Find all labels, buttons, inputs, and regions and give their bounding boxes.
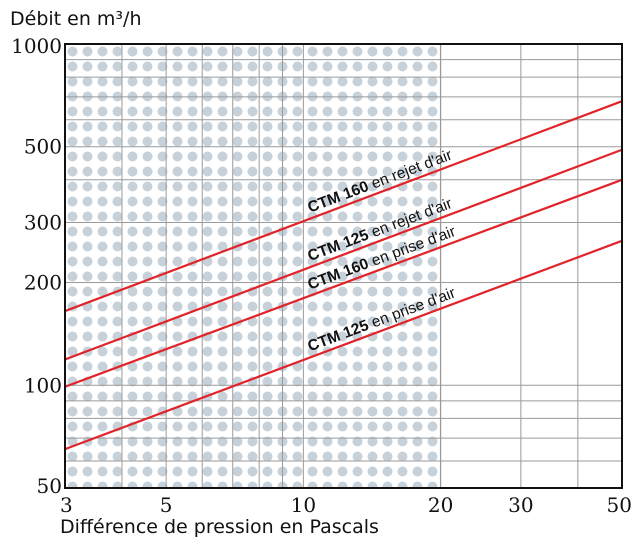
y-tick-label: 300: [24, 210, 62, 234]
y-tick-label: 50: [37, 474, 62, 498]
x-tick-label: 20: [428, 493, 453, 517]
x-tick-label: 30: [508, 493, 533, 517]
shaded-region: [65, 44, 441, 488]
x-tick-label: 5: [160, 493, 173, 517]
y-tick-label: 200: [24, 271, 62, 295]
plot-frame: [64, 43, 623, 489]
y-tick-label: 100: [24, 373, 62, 397]
series-line: [65, 100, 622, 313]
x-tick-label: 50: [607, 493, 632, 517]
series-line: [65, 239, 622, 451]
x-tick-label: 10: [291, 493, 316, 517]
y-tick-label: 1000: [11, 34, 62, 58]
y-tick-labels: 50 100 200 300 500 1000: [11, 34, 62, 498]
data-series: [65, 100, 622, 451]
series-line: [65, 178, 622, 388]
y-tick-label: 500: [24, 135, 62, 159]
x-tick-labels: 3 5 10 20 30 50: [60, 493, 632, 517]
series-line: [65, 148, 622, 361]
x-axis-title: Différence de pression en Pascals: [60, 516, 379, 538]
y-axis-title: Débit en m³/h: [10, 8, 142, 30]
x-tick-label: 3: [60, 493, 73, 517]
